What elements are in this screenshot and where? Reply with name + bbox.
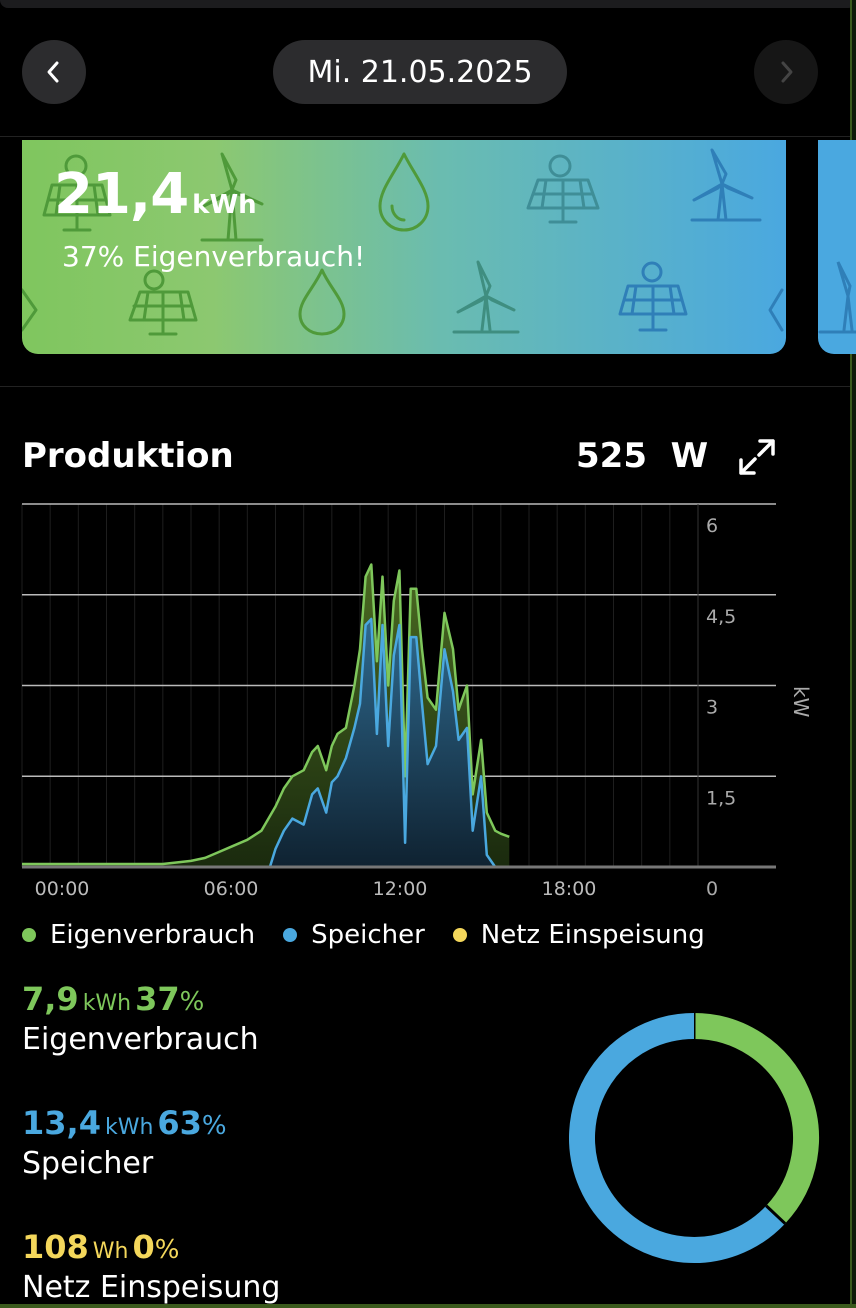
solar-panel-icon [128,269,198,336]
total-production-unit: kWh [192,190,257,220]
legend-dot [452,928,467,942]
stat-unit: kWh [104,1115,154,1140]
stat-value-line: 108 Wh 0% [22,1228,280,1266]
stat-label: Eigenverbrauch [22,1022,259,1057]
date-label: Mi. 21.05.2025 [307,54,533,90]
legend-item-eigenverbrauch[interactable]: Eigenverbrauch [22,920,255,950]
production-chart[interactable]: 00:00 06:00 12:00 18:00 6 4,5 3 1,5 0 kW [0,490,856,910]
y-tick-label: 6 [706,515,718,537]
x-tick-label: 00:00 [35,878,90,900]
stat-unit: kWh [82,991,132,1016]
solar-panel-icon [526,154,600,224]
stat-value: 108 [22,1228,89,1266]
expand-chart-button[interactable] [734,434,780,480]
y-axis-label: kW [789,686,813,718]
stat-speicher: 13,4 kWh 63% Speicher [22,1104,227,1181]
legend-item-netz-einspeisung[interactable]: Netz Einspeisung [452,920,705,950]
legend-item-speicher[interactable]: Speicher [283,920,425,950]
total-production-value: 21,4 kWh [54,162,257,227]
legend-dot [22,928,36,942]
stat-percent: 37 [135,980,180,1018]
current-power-readout: 525 W [576,436,708,476]
stat-percent-sign: % [179,987,205,1017]
series-line-eigenverbrauch [22,563,510,866]
expand-icon [739,439,775,475]
right-edge [850,0,856,1308]
wind-turbine-icon [818,261,856,334]
legend-label: Speicher [311,920,425,950]
header-divider [0,136,850,137]
y-tick-label: 0 [706,878,718,900]
stat-value-line: 7,9 kWh 37% [22,980,259,1018]
stat-percent-sign: % [201,1111,227,1141]
stat-percent: 0 [132,1228,155,1266]
stat-netz-einspeisung: 108 Wh 0% Netz Einspeisung [22,1228,280,1305]
donut-segment-eigenverbrauch[interactable] [693,1013,819,1224]
previous-day-button[interactable] [22,40,86,104]
legend-dot [283,928,298,942]
section-divider [0,386,850,387]
x-tick-label: 06:00 [204,878,259,900]
stat-percent: 63 [157,1104,202,1142]
water-drop-icon [378,152,430,232]
distribution-donut-chart[interactable] [568,1012,820,1264]
stat-eigenverbrauch: 7,9 kWh 37% Eigenverbrauch [22,980,259,1057]
donut-segment-separator [765,1204,787,1225]
y-tick-label: 1,5 [706,787,736,809]
wind-turbine-icon [690,148,762,222]
solar-panel-icon [42,154,112,232]
next-day-button[interactable] [754,40,818,104]
chevron-left-icon [47,61,59,83]
current-power-unit: W [670,436,709,476]
top-sheet-edge [0,0,856,8]
self-consumption-summary: 37% Eigenverbrauch! [62,240,366,273]
energy-pattern-icons [22,148,784,336]
y-tick-label: 4,5 [706,606,736,628]
stat-label: Speicher [22,1146,154,1181]
stat-label: Netz Einspeisung [22,1270,281,1305]
chevron-right-icon [781,61,793,83]
next-card-peek[interactable] [818,140,856,354]
stat-value: 7,9 [22,980,79,1018]
stat-unit: Wh [92,1239,129,1264]
wind-turbine-icon [452,260,520,334]
series-area-speicher [22,619,496,867]
water-drop-icon [298,268,346,336]
total-production-number: 21,4 [54,162,189,227]
production-summary-card[interactable]: 21,4 kWh 37% Eigenverbrauch! [22,140,786,354]
series-line-speicher [22,617,497,869]
legend-label: Eigenverbrauch [50,920,256,950]
current-power-value: 525 [576,436,647,476]
section-title: Produktion [22,436,234,476]
y-tick-label: 3 [706,697,718,719]
x-tick-label: 18:00 [542,878,597,900]
stat-value: 13,4 [22,1104,101,1142]
stat-value-line: 13,4 kWh 63% [22,1104,227,1142]
date-selector[interactable]: Mi. 21.05.2025 [273,40,567,104]
bottom-edge [0,1304,856,1308]
wind-turbine-icon [200,152,264,242]
x-tick-label: 12:00 [373,878,428,900]
solar-panel-icon [618,261,688,332]
chart-legend: Eigenverbrauch Speicher Netz Einspeisung [22,920,705,950]
stat-percent-sign: % [154,1235,180,1265]
legend-label: Netz Einspeisung [480,920,705,950]
donut-segment-speicher[interactable] [569,1013,786,1263]
